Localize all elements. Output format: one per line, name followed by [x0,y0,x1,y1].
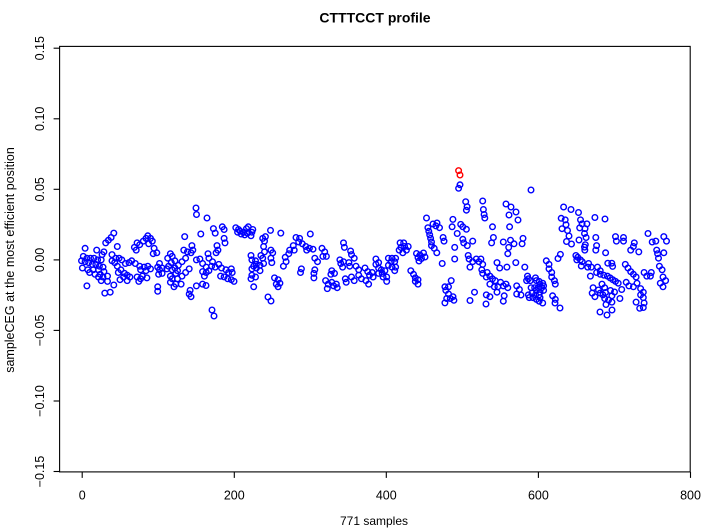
svg-text:−0.05: −0.05 [33,315,47,347]
svg-text:sampleCEG at the most efficien: sampleCEG at the most efficient position [3,147,17,373]
svg-text:−0.10: −0.10 [33,385,47,417]
svg-text:400: 400 [376,489,397,503]
svg-text:0.00: 0.00 [33,248,47,272]
svg-text:0.05: 0.05 [33,177,47,201]
svg-text:−0.15: −0.15 [33,456,47,488]
svg-text:200: 200 [224,489,245,503]
svg-text:0: 0 [79,489,86,503]
svg-text:CTTTCCT profile: CTTTCCT profile [319,10,430,26]
svg-text:600: 600 [528,489,549,503]
svg-text:771 samples: 771 samples [340,514,408,528]
svg-text:800: 800 [680,489,701,503]
svg-text:0.10: 0.10 [33,107,47,131]
svg-text:0.15: 0.15 [33,36,47,60]
